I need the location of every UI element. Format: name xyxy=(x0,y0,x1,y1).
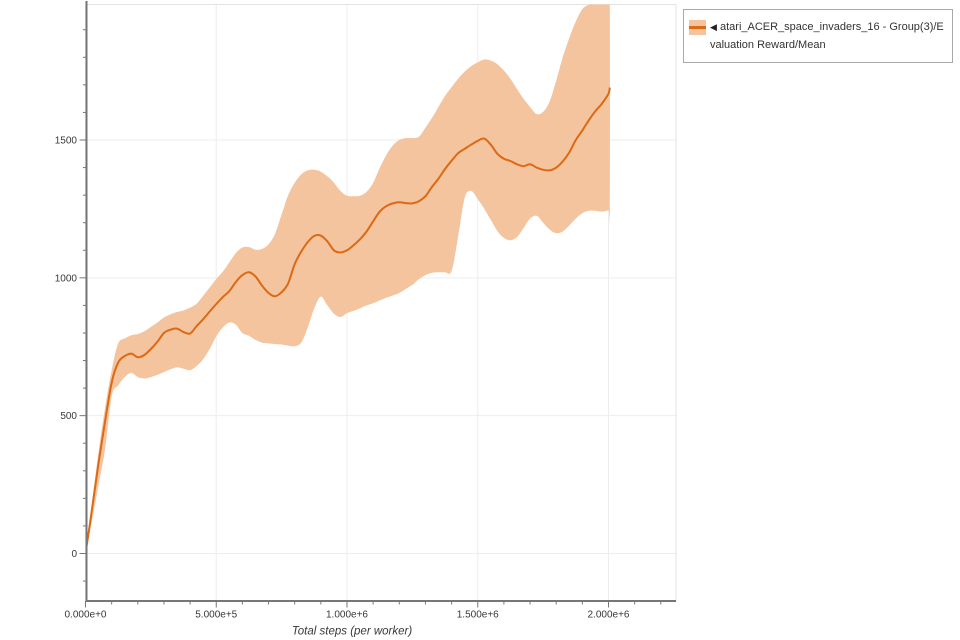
visibility-toggle-icon: ◀ xyxy=(710,22,717,32)
legend-label: ◀ atari_ACER_space_invaders_16 - Group(3… xyxy=(710,18,946,54)
legend-swatch-line-icon xyxy=(689,26,706,29)
legend-item[interactable]: ◀ atari_ACER_space_invaders_16 - Group(3… xyxy=(689,18,946,54)
mean-line xyxy=(86,87,611,554)
y-tick-label: 1500 xyxy=(55,136,78,147)
axes: 0.000e+0 5.000e+5 1.000e+6 1.500e+6 2.000e+6… xyxy=(55,1,676,638)
x-tick-label: 1.000e+6 xyxy=(326,610,368,621)
x-tick-label: 1.500e+6 xyxy=(457,610,499,621)
y-tick-label: 500 xyxy=(60,411,77,422)
y-tick-label: 1000 xyxy=(55,273,78,284)
confidence-band xyxy=(86,4,610,549)
x-tick-label: 0.000e+0 xyxy=(65,610,107,621)
x-tick-label: 5.000e+5 xyxy=(195,610,237,621)
y-tick-label: 0 xyxy=(71,549,77,560)
x-tick-label: 2.000e+6 xyxy=(588,610,630,621)
series-group xyxy=(86,4,611,554)
legend: ◀ atari_ACER_space_invaders_16 - Group(3… xyxy=(683,9,953,63)
legend-swatch xyxy=(689,20,706,35)
legend-series-name: atari_ACER_space_invaders_16 - Group(3)/… xyxy=(710,21,944,51)
x-axis-title: Total steps (per worker) xyxy=(292,626,413,638)
